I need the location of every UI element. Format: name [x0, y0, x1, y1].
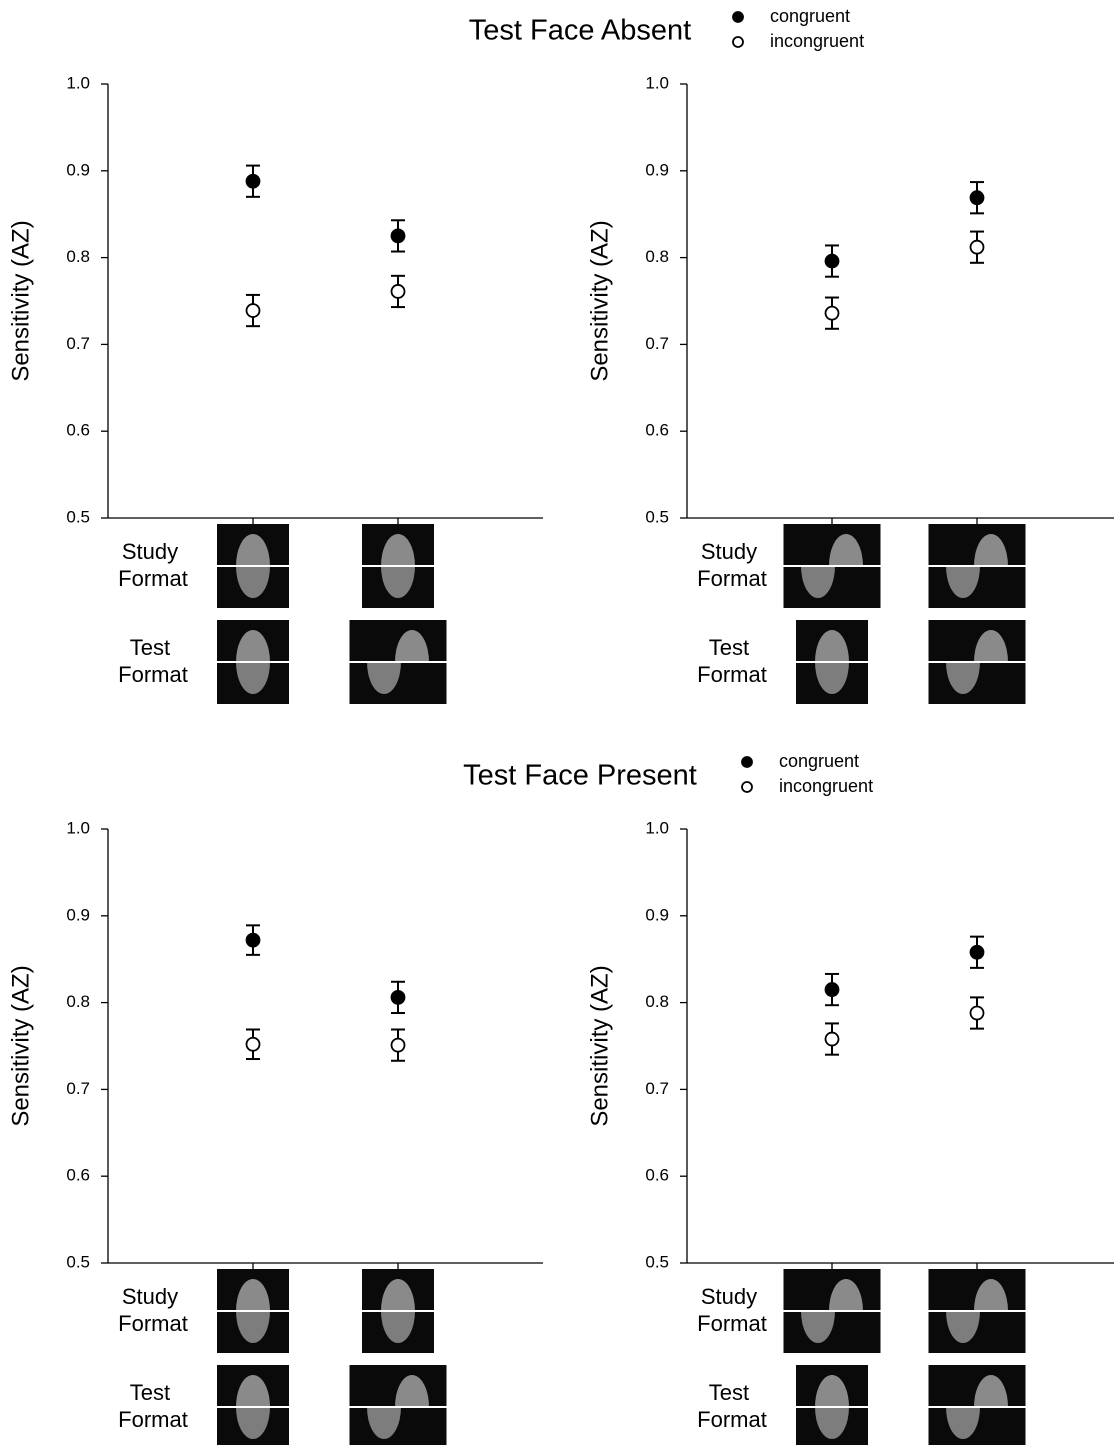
face-image [929, 524, 1026, 608]
legend-label: incongruent [770, 31, 864, 51]
legend-marker [742, 782, 752, 792]
data-point [826, 307, 839, 320]
figure: Test Face Absent congruent incongruent 0.5 0… [0, 0, 1114, 1445]
y-tick-label: 0.9 [66, 905, 90, 924]
y-tick-label: 1.0 [66, 818, 90, 837]
row-label: Test Format [697, 1380, 767, 1432]
face-image [929, 1269, 1026, 1353]
face-image [784, 524, 881, 608]
data-point [971, 191, 984, 204]
y-tick-label: 0.7 [645, 334, 669, 353]
y-tick-label: 0.7 [645, 1079, 669, 1098]
y-tick-label: 0.5 [66, 507, 90, 526]
row-label: Study Format [118, 1284, 188, 1336]
face-image [217, 524, 289, 608]
chart-title: Test Face Present [463, 760, 697, 792]
row-label: Study Format [697, 1284, 767, 1336]
data-point [392, 229, 405, 242]
data-point [826, 1033, 839, 1046]
y-tick-label: 0.8 [645, 247, 669, 266]
y-tick-label: 1.0 [645, 818, 669, 837]
y-tick-label: 0.9 [66, 160, 90, 179]
face-image [217, 1365, 289, 1445]
y-tick-label: 0.6 [66, 421, 90, 440]
face-image [350, 620, 447, 704]
y-tick-label: 0.5 [66, 1252, 90, 1271]
face-image [217, 1269, 289, 1353]
legend-marker [733, 37, 743, 47]
y-tick-label: 0.5 [645, 507, 669, 526]
row-label: Test Format [697, 635, 767, 687]
y-tick-label: 0.5 [645, 1252, 669, 1271]
row-label: Test Format [118, 635, 188, 687]
y-axis-label: Sensitivity (AZ) [7, 965, 34, 1126]
data-point [392, 285, 405, 298]
face-image [362, 1269, 434, 1353]
face-image [784, 1269, 881, 1353]
y-axis-label: Sensitivity (AZ) [7, 220, 34, 381]
y-axis-label: Sensitivity (AZ) [586, 220, 613, 381]
face-image [796, 620, 868, 704]
legend-label: congruent [779, 751, 859, 771]
data-point [826, 983, 839, 996]
y-tick-label: 0.9 [645, 905, 669, 924]
data-point [826, 255, 839, 268]
y-tick-label: 0.8 [66, 992, 90, 1011]
data-point [392, 991, 405, 1004]
row-label: Study Format [697, 539, 767, 591]
face-image [796, 1365, 868, 1445]
face-image [217, 620, 289, 704]
y-axis-label: Sensitivity (AZ) [586, 965, 613, 1126]
data-point [971, 1007, 984, 1020]
y-tick-label: 0.7 [66, 1079, 90, 1098]
data-point [247, 304, 260, 317]
legend-label: incongruent [779, 776, 873, 796]
y-tick-label: 0.9 [645, 160, 669, 179]
data-point [247, 1038, 260, 1051]
face-image [350, 1365, 447, 1445]
y-tick-label: 0.8 [66, 247, 90, 266]
y-tick-label: 1.0 [66, 73, 90, 92]
y-tick-label: 0.6 [66, 1166, 90, 1185]
data-point [247, 934, 260, 947]
data-point [247, 175, 260, 188]
legend-marker [733, 12, 743, 22]
legend-label: congruent [770, 6, 850, 26]
row-label: Study Format [118, 539, 188, 591]
y-tick-label: 1.0 [645, 73, 669, 92]
y-tick-label: 0.7 [66, 334, 90, 353]
legend-marker [742, 757, 752, 767]
row-label: Test Format [118, 1380, 188, 1432]
y-tick-label: 0.6 [645, 1166, 669, 1185]
y-tick-label: 0.6 [645, 421, 669, 440]
face-image [929, 620, 1026, 704]
data-point [392, 1039, 405, 1052]
y-tick-label: 0.8 [645, 992, 669, 1011]
chart-title: Test Face Absent [469, 15, 691, 47]
data-point [971, 946, 984, 959]
face-image [929, 1365, 1026, 1445]
face-image [362, 524, 434, 608]
data-point [971, 241, 984, 254]
